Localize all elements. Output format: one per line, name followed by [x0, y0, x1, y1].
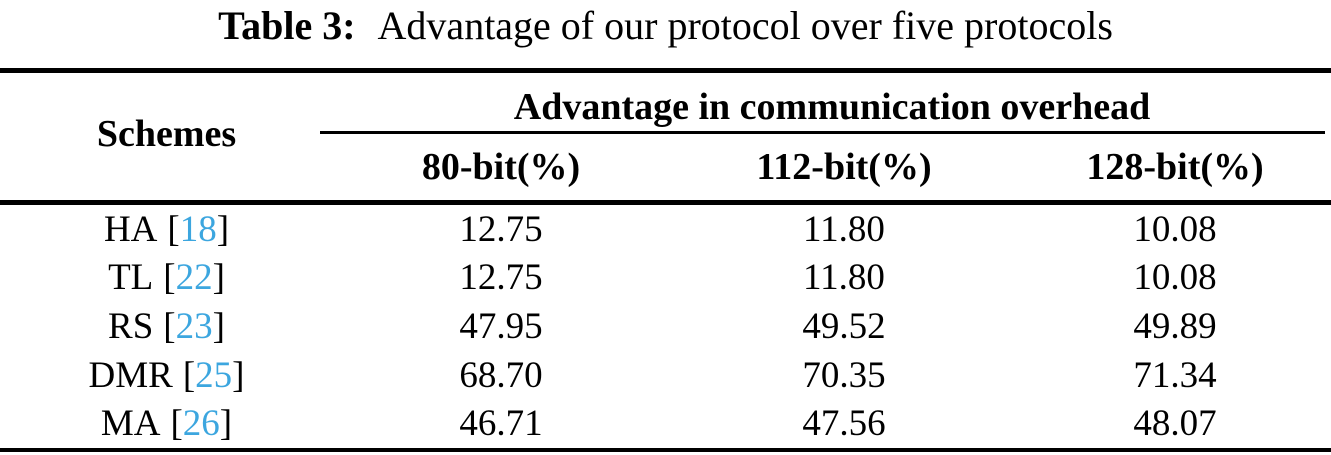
bracket-close: ] — [212, 305, 225, 347]
scheme-label: RS — [108, 305, 154, 347]
scheme-cell: DMR[25] — [0, 351, 333, 400]
column-header-128bit: 128-bit(%) — [1086, 146, 1264, 188]
table-row: DMR[25] 68.70 70.35 71.34 — [0, 351, 1331, 400]
table-caption-label: Table 3: — [218, 3, 356, 48]
bracket-open: [ — [163, 257, 176, 299]
column-header-112bit: 112-bit(%) — [756, 146, 932, 188]
table-top-rule — [0, 68, 1331, 73]
value-cell: 47.95 — [459, 305, 543, 347]
bracket-open: [ — [182, 354, 196, 396]
value-cell: 49.89 — [1133, 305, 1217, 347]
scheme-cell: MA[26] — [0, 399, 333, 448]
value-cell: 48.07 — [1133, 403, 1217, 445]
table-row: TL[22] 12.75 11.80 10.08 — [0, 254, 1331, 303]
bracket-open: [ — [170, 403, 183, 445]
group-column-header: Advantage in communication overhead — [513, 86, 1151, 128]
value-cell: 70.35 — [802, 354, 886, 396]
value-cell: 10.08 — [1133, 257, 1217, 299]
table-row: HA[18] 12.75 11.80 10.08 — [0, 205, 1331, 254]
bracket-open: [ — [167, 208, 180, 250]
citation-link[interactable]: 22 — [175, 257, 213, 299]
value-cell: 11.80 — [803, 257, 885, 299]
value-cell: 12.75 — [459, 257, 543, 299]
value-cell: 71.34 — [1133, 354, 1217, 396]
scheme-label: MA — [100, 403, 161, 445]
bracket-open: [ — [163, 305, 176, 347]
scheme-cell: HA[18] — [0, 205, 333, 254]
citation-link[interactable]: 26 — [182, 403, 220, 445]
bracket-close: ] — [212, 257, 225, 299]
scheme-label: DMR — [88, 354, 173, 396]
citation-link[interactable]: 25 — [195, 354, 233, 396]
column-header-80bit: 80-bit(%) — [421, 146, 581, 188]
table-bottom-rule — [0, 447, 1331, 452]
value-cell: 68.70 — [459, 354, 543, 396]
bracket-close: ] — [232, 354, 245, 396]
bracket-close: ] — [219, 403, 233, 445]
table-header: Schemes Advantage in communication overh… — [0, 73, 1331, 200]
citation-link[interactable]: 23 — [175, 305, 213, 347]
value-cell: 47.56 — [802, 403, 886, 445]
table-row: MA[26] 46.71 47.56 48.07 — [0, 399, 1331, 448]
scheme-cell: RS[23] — [0, 302, 333, 351]
value-cell: 11.80 — [803, 208, 885, 250]
value-cell: 12.75 — [459, 208, 543, 250]
value-cell: 10.08 — [1133, 208, 1217, 250]
table-caption: Table 3: Advantage of our protocol over f… — [0, 0, 1331, 68]
scheme-cell: TL[22] — [0, 254, 333, 303]
scheme-label: HA — [103, 208, 158, 250]
bracket-close: ] — [216, 208, 230, 250]
header-group-area: Advantage in communication overhead 80-b… — [320, 73, 1331, 200]
schemes-column-header: Schemes — [96, 112, 237, 155]
table-row: RS[23] 47.95 49.52 49.89 — [0, 302, 1331, 351]
value-cell: 46.71 — [459, 403, 543, 445]
header-mid-rule — [320, 131, 1325, 134]
header-bottom-rule — [0, 200, 1331, 205]
subheader-row: 80-bit(%) 112-bit(%) 128-bit(%) — [333, 134, 1331, 200]
table-caption-text: Advantage of our protocol over five prot… — [377, 3, 1113, 48]
scheme-label: TL — [108, 257, 154, 299]
table-body: HA[18] 12.75 11.80 10.08 TL[22] 12.75 11… — [0, 205, 1331, 448]
citation-link[interactable]: 18 — [179, 208, 217, 250]
value-cell: 49.52 — [802, 305, 886, 347]
